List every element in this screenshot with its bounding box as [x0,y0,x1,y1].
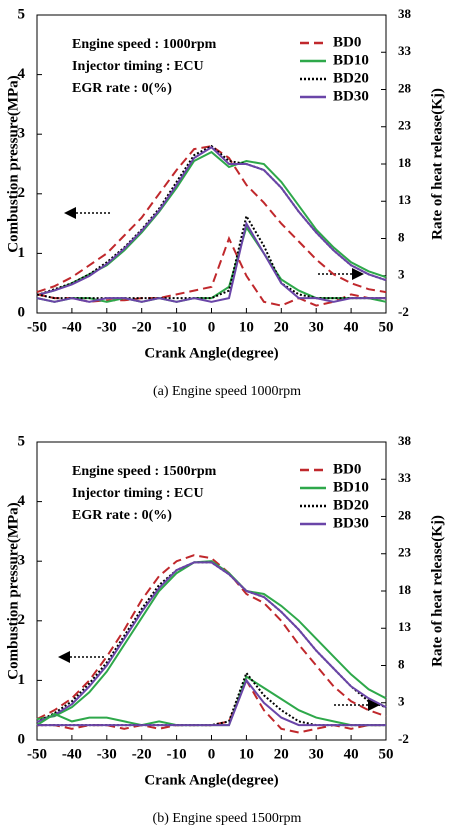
y-tick-label: 2 [18,185,26,201]
y2-tick-label: 23 [398,118,412,133]
annotation: Engine speed : 1000rpm [72,37,217,52]
x-tick-label: 10 [239,746,254,762]
x-axis-title: Crank Angle(degree) [144,772,278,788]
annotation: Injector timing : ECU [72,59,204,74]
y2-tick-label: 8 [398,656,405,671]
y2-tick-label: 18 [398,155,412,170]
x-axis-title: Crank Angle(degree) [144,345,278,361]
legend-label: BD20 [333,497,369,513]
x-tick-label: 0 [208,319,216,335]
y2-tick-label: 28 [398,507,412,522]
y2-axis-title: Rate of heat release(Kj) [429,515,445,667]
x-tick-label: 50 [379,319,394,335]
y2-tick-label: -2 [398,304,409,319]
data-line [36,561,387,724]
annotation: Injector timing : ECU [72,486,204,501]
y2-tick-label: 13 [398,619,412,634]
data-line [37,678,386,727]
x-tick-label: 40 [344,746,359,762]
legend-label: BD0 [333,34,361,50]
y2-tick-label: 38 [398,6,412,21]
y-tick-label: 4 [18,66,26,82]
y-tick-label: 1 [18,245,26,261]
legend-label: BD10 [333,479,369,495]
y-tick-label: 0 [18,304,26,320]
x-tick-label: -10 [167,746,187,762]
annotation: EGR rate : 0(%) [72,508,172,523]
legend-label: BD10 [333,52,369,68]
x-tick-label: -20 [132,319,152,335]
x-tick-label: 10 [239,319,254,335]
x-tick-label: -30 [97,746,117,762]
x-tick-label: -50 [27,746,47,762]
data-line [36,213,386,300]
x-tick-label: -10 [167,319,187,335]
legend-label: BD30 [333,515,369,531]
y2-tick-label: 28 [398,80,412,95]
y2-tick-label: 33 [398,470,412,485]
y2-tick-label: 3 [398,694,405,709]
x-tick-label: 50 [379,746,394,762]
data-line [36,220,386,303]
y2-tick-label: 8 [398,229,405,244]
y-tick-label: 0 [18,731,26,747]
y2-tick-label: 18 [398,582,412,597]
y-axis-title: Combustion pressure(MPa) [5,75,21,252]
x-tick-label: -30 [97,319,117,335]
legend-label: BD0 [333,461,361,477]
x-tick-label: -40 [62,746,82,762]
y2-tick-label: -2 [398,731,409,746]
data-line [36,560,387,721]
y2-tick-label: 13 [398,192,412,207]
data-line [36,554,387,720]
caption: (b) Engine speed 1500rpm [153,811,302,826]
legend-label: BD20 [333,70,369,86]
y2-axis-title: Rate of heat release(Kj) [429,88,445,240]
x-tick-label: 0 [208,746,216,762]
legend-label: BD30 [333,88,369,104]
y-tick-label: 1 [18,672,26,688]
x-tick-label: 20 [274,319,289,335]
y-tick-label: 4 [18,493,26,509]
y-tick-label: 2 [18,612,26,628]
y-tick-label: 5 [18,433,26,449]
y2-tick-label: 3 [398,267,405,282]
annotation: EGR rate : 0(%) [72,81,172,96]
x-tick-label: -50 [27,319,47,335]
x-tick-label: 20 [274,746,289,762]
annotation: Engine speed : 1500rpm [72,464,217,479]
y2-tick-label: 38 [398,433,412,448]
x-tick-label: -20 [132,746,152,762]
y-tick-label: 3 [18,126,26,142]
y-axis-title: Combustion pressure(MPa) [5,502,21,679]
y-tick-label: 3 [18,553,26,569]
x-tick-label: 40 [344,319,359,335]
y2-tick-label: 33 [398,43,412,58]
data-line [36,145,387,294]
data-line [36,146,387,297]
y-tick-label: 5 [18,6,26,22]
caption: (a) Engine speed 1000rpm [153,384,301,399]
data-line [36,561,387,723]
x-tick-label: 30 [309,746,324,762]
x-tick-label: 30 [309,319,324,335]
x-tick-label: -40 [62,319,82,335]
y2-tick-label: 23 [398,545,412,560]
data-line [36,144,387,297]
